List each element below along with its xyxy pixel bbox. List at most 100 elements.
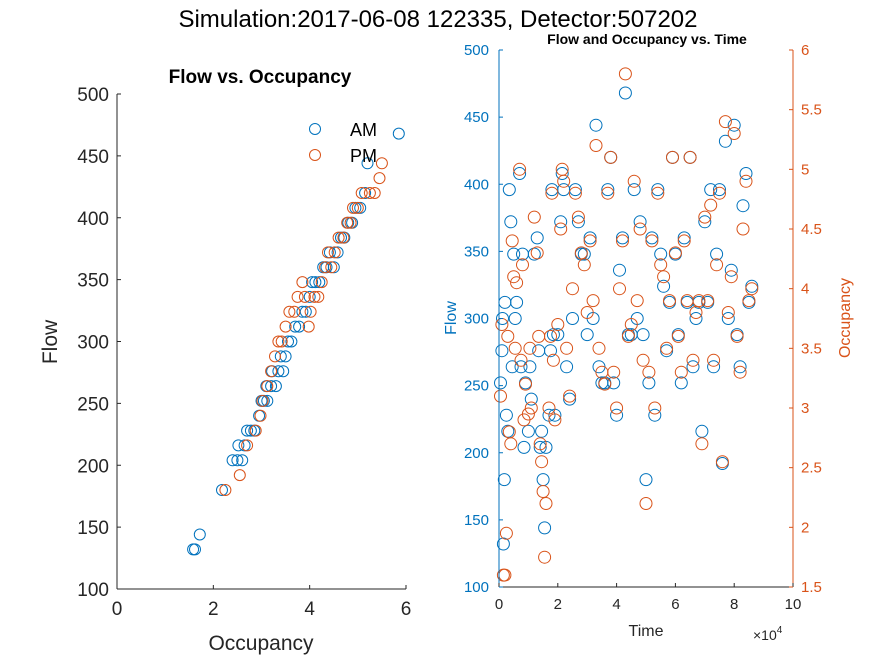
data-point-pm <box>319 261 332 274</box>
data-point-pm <box>347 201 359 214</box>
legend-marker-am <box>309 123 321 135</box>
data-point-am <box>296 305 309 318</box>
data-point-am <box>285 335 298 348</box>
flow-point <box>514 360 528 374</box>
data-point-am <box>361 157 374 170</box>
right-y-tick-label: 250 <box>464 378 489 395</box>
flow-point <box>639 473 653 487</box>
occupancy-point <box>533 437 547 451</box>
flow-point <box>560 360 574 374</box>
flow-point <box>727 118 741 132</box>
flow-point <box>513 167 527 180</box>
occupancy-point <box>727 127 741 140</box>
right-chart-title: Flow and Occupancy vs. Time <box>547 31 747 47</box>
occupancy-point <box>636 353 650 367</box>
occupancy-point <box>545 186 559 200</box>
data-point-am <box>359 187 372 199</box>
occupancy-point <box>745 282 759 296</box>
flow-point <box>496 312 509 325</box>
occupancy-point <box>536 485 550 498</box>
occupancy-point <box>548 413 562 427</box>
data-point-pm <box>256 394 269 407</box>
occupancy-point <box>521 407 535 421</box>
data-point-am <box>306 276 319 289</box>
occupancy-point <box>736 222 750 236</box>
right-y2-tick-label: 5 <box>801 161 809 178</box>
occupancy-point <box>701 294 715 308</box>
data-point-pm <box>363 187 376 199</box>
data-point-am <box>277 365 290 378</box>
right-y-tick-label: 200 <box>464 445 489 462</box>
occupancy-point <box>674 365 688 379</box>
data-point-pm <box>249 424 262 437</box>
occupancy-point <box>677 234 691 248</box>
left-y-tick-label: 500 <box>77 85 109 106</box>
data-point-am <box>226 454 239 467</box>
occupancy-point <box>666 150 679 164</box>
flow-point <box>677 231 691 245</box>
flow-point <box>707 360 721 374</box>
data-point-pm <box>308 290 321 303</box>
data-point-pm <box>368 187 381 199</box>
right-axes: 0 2 4 6 8 10 100 150 200 250 300 350 400 450 500 1.5 2 2.… <box>464 42 822 613</box>
data-point-pm <box>304 305 317 318</box>
data-point-am <box>335 231 347 244</box>
right-y2-tick-label: 2 <box>801 519 809 536</box>
data-point-am <box>313 276 326 289</box>
left-y-tick-label: 350 <box>77 271 109 292</box>
right-y2-tick-label: 1.5 <box>801 579 822 596</box>
occupancy-point <box>713 186 726 200</box>
right-y-tick-label: 500 <box>464 42 489 59</box>
data-point-pm <box>325 261 338 274</box>
right-x-exponent: ×104 <box>753 625 783 643</box>
occupancy-point <box>574 246 588 260</box>
occupancy-point <box>668 246 682 260</box>
occupancy-point <box>563 389 577 403</box>
data-point-am <box>289 320 302 333</box>
flow-point <box>566 312 579 325</box>
occupancy-point <box>721 306 735 319</box>
right-y-tick-label: 150 <box>464 512 489 529</box>
legend-label-am: AM <box>350 120 377 140</box>
occupancy-point <box>715 455 729 469</box>
data-point-pm <box>341 216 354 229</box>
occupancy-point <box>557 174 571 188</box>
flow-and-occupancy-vs-time-chart: 0 2 4 6 8 10 100 150 200 250 300 350 400 450 500 1.5 2 2.… <box>443 31 854 643</box>
occupancy-point <box>538 550 552 564</box>
occupancy-point <box>516 258 529 272</box>
flow-point <box>538 521 552 535</box>
occupancy-point <box>568 186 582 200</box>
data-point-am <box>189 543 201 556</box>
data-point-pm <box>283 305 296 318</box>
left-x-tick-label: 6 <box>401 599 412 620</box>
data-point-pm <box>269 350 281 363</box>
occupancy-point <box>613 282 626 296</box>
occupancy-point <box>657 270 671 284</box>
left-chart-title: Flow vs. Occupancy <box>169 67 352 88</box>
right-x-axis-label: Time <box>629 623 664 640</box>
figure-suptitle: Simulation:2017-06-08 122335, Detector:5… <box>178 6 697 33</box>
flow-point <box>497 473 511 487</box>
right-y2-tick-label: 3.5 <box>801 340 822 357</box>
occupancy-point <box>580 306 594 319</box>
data-point-am <box>236 454 249 467</box>
left-y-tick-label: 150 <box>77 518 109 539</box>
data-point-pm <box>344 216 357 229</box>
flow-point <box>563 392 577 406</box>
flow-point <box>648 408 662 422</box>
data-point-pm <box>351 201 364 214</box>
occupancy-point <box>695 437 709 451</box>
plot-area-left <box>117 94 406 589</box>
occupancy-point <box>710 258 724 272</box>
data-point-am <box>349 201 362 214</box>
right-y-axis-label: Flow <box>443 301 460 335</box>
occupancy-point <box>571 210 585 224</box>
flow-point <box>642 376 656 390</box>
flow-point <box>633 215 647 229</box>
flow-point <box>616 231 629 245</box>
flow-point <box>568 183 582 197</box>
occupancy-point <box>627 174 641 188</box>
occupancy-point <box>551 318 565 331</box>
data-point-pm <box>296 276 309 289</box>
occupancy-point <box>494 389 507 403</box>
